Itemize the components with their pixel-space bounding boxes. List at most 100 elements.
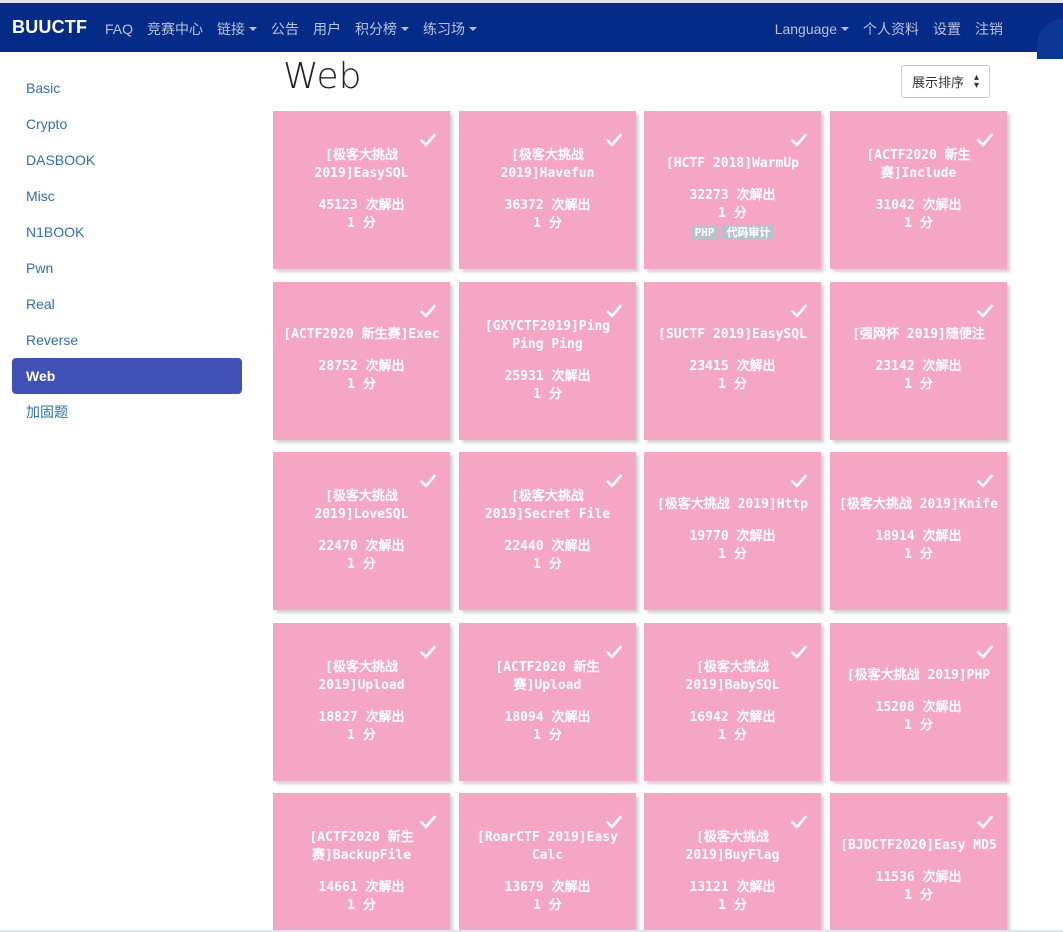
nav-item-label: 个人资料 — [863, 21, 919, 37]
challenge-solves: 22470 次解出 — [318, 539, 405, 554]
caret-down-icon — [249, 27, 258, 31]
nav-item-left-0[interactable]: FAQ — [105, 19, 133, 39]
nav-item-right-1[interactable]: 个人资料 — [863, 19, 919, 39]
solved-check-icon — [977, 304, 993, 318]
sidebar-item-misc[interactable]: Misc — [26, 188, 55, 204]
solved-check-icon — [977, 645, 993, 659]
challenge-points: 1 分 — [718, 728, 747, 743]
challenge-solves: 45123 次解出 — [318, 198, 405, 213]
sidebar-item-n1book[interactable]: N1BOOK — [26, 224, 85, 240]
challenge-card[interactable]: [极客大挑战 2019]Secret File 22440 次解出 1 分 — [459, 452, 636, 610]
nav-item-left-2[interactable]: 链接 — [217, 19, 258, 39]
solved-check-icon — [791, 474, 807, 488]
challenge-card-body: [SUCTF 2019]EasySQL 23415 次解出 1 分 — [652, 326, 813, 394]
challenge-tag: PHP — [690, 225, 719, 240]
sidebar-item-basic[interactable]: Basic — [26, 80, 61, 96]
challenge-card[interactable]: [极客大挑战 2019]BabySQL 16942 次解出 1 分 — [644, 623, 821, 781]
solved-check-icon — [977, 815, 993, 829]
challenge-card-body: [极客大挑战 2019]Upload 18827 次解出 1 分 — [281, 659, 442, 745]
nav-item-left-4[interactable]: 用户 — [313, 19, 341, 39]
challenge-card-body: [RoarCTF 2019]Easy Calc 13679 次解出 1 分 — [467, 829, 628, 915]
challenge-name: [ACTF2020 新生赛]Exec — [283, 327, 440, 342]
challenge-card-body: [ACTF2020 新生赛]Upload 18094 次解出 1 分 — [467, 659, 628, 745]
challenge-card[interactable]: [ACTF2020 新生赛]BackupFile 14661 次解出 1 分 — [273, 793, 450, 932]
nav-item-left-5[interactable]: 积分榜 — [355, 19, 410, 39]
challenge-card[interactable]: [极客大挑战 2019]Knife 18914 次解出 1 分 — [830, 452, 1007, 610]
nav-item-right-2[interactable]: 设置 — [933, 19, 961, 39]
challenge-solves: 18094 次解出 — [504, 710, 591, 725]
challenge-points: 1 分 — [533, 728, 562, 743]
challenge-solves: 31042 次解出 — [875, 198, 962, 213]
challenge-name: [ACTF2020 新生赛]BackupFile — [309, 830, 414, 863]
challenge-solves: 11536 次解出 — [875, 870, 962, 885]
solved-check-icon — [420, 815, 436, 829]
challenge-card[interactable]: [ACTF2020 新生赛]Upload 18094 次解出 1 分 — [459, 623, 636, 781]
brand-logo[interactable]: BUUCTF — [12, 17, 88, 37]
challenge-points: 1 分 — [347, 898, 376, 913]
nav-item-right-3[interactable]: 注销 — [975, 19, 1003, 39]
sidebar-item-crypto[interactable]: Crypto — [26, 116, 68, 132]
challenge-card[interactable]: [HCTF 2018]WarmUp 32273 次解出 1 分 PHP 代码审计 — [644, 111, 821, 269]
sidebar-item-web[interactable]: Web — [12, 358, 242, 394]
challenge-points: 1 分 — [347, 377, 376, 392]
nav-item-left-3[interactable]: 公告 — [271, 19, 299, 39]
challenge-name: [HCTF 2018]WarmUp — [665, 156, 800, 171]
nav-item-label: 竞赛中心 — [147, 21, 204, 37]
solved-check-icon — [606, 304, 622, 318]
challenge-name: [GXYCTF2019]Ping Ping Ping — [484, 319, 611, 352]
challenge-points: 1 分 — [718, 377, 747, 392]
challenge-card[interactable]: [ACTF2020 新生赛]Include 31042 次解出 1 分 — [830, 111, 1007, 269]
sidebar-item-加固题[interactable]: 加固题 — [26, 404, 68, 420]
challenge-card-body: [强网杯 2019]随便注 23142 次解出 1 分 — [838, 326, 999, 394]
nav-item-left-6[interactable]: 练习场 — [423, 19, 478, 39]
challenge-card-body: [BJDCTF2020]Easy MD5 11536 次解出 1 分 — [838, 837, 999, 905]
challenge-card[interactable]: [极客大挑战 2019]BuyFlag 13121 次解出 1 分 — [644, 793, 821, 932]
nav-item-right-0[interactable]: Language — [775, 19, 849, 39]
challenge-card[interactable]: [BJDCTF2020]Easy MD5 11536 次解出 1 分 — [830, 793, 1007, 932]
sidebar-item-dasbook[interactable]: DASBOOK — [26, 152, 96, 168]
challenge-solves: 32273 次解出 — [689, 188, 776, 203]
challenge-card[interactable]: [极客大挑战 2019]Havefun 36372 次解出 1 分 — [459, 111, 636, 269]
sort-select[interactable]: 展示排序 ▴ ▾ — [901, 65, 990, 98]
sidebar-item-pwn[interactable]: Pwn — [26, 260, 54, 276]
challenge-tags: PHP 代码审计 — [652, 225, 813, 240]
challenge-card[interactable]: [极客大挑战 2019]PHP 15208 次解出 1 分 — [830, 623, 1007, 781]
challenge-card[interactable]: [极客大挑战 2019]LoveSQL 22470 次解出 1 分 — [273, 452, 450, 610]
challenge-card-body: [极客大挑战 2019]BabySQL 16942 次解出 1 分 — [652, 659, 813, 745]
challenge-points: 1 分 — [904, 216, 933, 231]
challenge-name: [极客大挑战 2019]PHP — [846, 668, 991, 683]
top-navbar: BUUCTF FAQ 竞赛中心 链接 公告 用户 积分榜 练习场 Language 个人资料设… — [0, 0, 1063, 59]
challenge-card-body: [极客大挑战 2019]Http 19770 次解出 1 分 — [652, 496, 813, 564]
corner-decoration — [1037, 19, 1063, 59]
challenge-points: 1 分 — [533, 216, 562, 231]
challenge-card[interactable]: [RoarCTF 2019]Easy Calc 13679 次解出 1 分 — [459, 793, 636, 932]
nav-item-left-1[interactable]: 竞赛中心 — [147, 19, 203, 39]
challenge-name: [极客大挑战 2019]BabySQL — [685, 660, 780, 693]
solved-check-icon — [977, 133, 993, 147]
challenge-card-body: [ACTF2020 新生赛]Include 31042 次解出 1 分 — [838, 147, 999, 233]
challenge-points: 1 分 — [904, 377, 933, 392]
sidebar-item-reverse[interactable]: Reverse — [26, 332, 79, 348]
challenge-card[interactable]: [SUCTF 2019]EasySQL 23415 次解出 1 分 — [644, 282, 821, 440]
challenge-name: [BJDCTF2020]Easy MD5 — [840, 838, 997, 853]
bottom-strip — [0, 930, 1063, 932]
challenge-solves: 13679 次解出 — [504, 880, 591, 895]
challenge-card[interactable]: [极客大挑战 2019]Http 19770 次解出 1 分 — [644, 452, 821, 610]
nav-item-label: 积分榜 — [355, 21, 398, 37]
challenge-name: [极客大挑战 2019]Secret File — [484, 489, 611, 522]
category-sidebar: Basic Crypto DASBOOK Misc N1BOOK Pwn Real Rever… — [12, 70, 242, 430]
challenge-card-body: [极客大挑战 2019]Knife 18914 次解出 1 分 — [838, 496, 999, 564]
challenge-solves: 18914 次解出 — [875, 529, 962, 544]
nav-right: Language 个人资料 设置 注销 — [775, 19, 1003, 39]
challenge-card[interactable]: [极客大挑战 2019]EasySQL 45123 次解出 1 分 — [273, 111, 450, 269]
challenge-card[interactable]: [极客大挑战 2019]Upload 18827 次解出 1 分 — [273, 623, 450, 781]
challenge-card[interactable]: [强网杯 2019]随便注 23142 次解出 1 分 — [830, 282, 1007, 440]
challenge-name: [极客大挑战 2019]BuyFlag — [685, 830, 780, 863]
challenge-points: 1 分 — [533, 557, 562, 572]
challenge-card[interactable]: [GXYCTF2019]Ping Ping Ping 25931 次解出 1 分 — [459, 282, 636, 440]
challenge-card-body: [极客大挑战 2019]BuyFlag 13121 次解出 1 分 — [652, 829, 813, 915]
challenge-name: [极客大挑战 2019]LoveSQL — [314, 489, 409, 522]
challenge-solves: 13121 次解出 — [689, 880, 776, 895]
sidebar-item-real[interactable]: Real — [26, 296, 55, 312]
challenge-card[interactable]: [ACTF2020 新生赛]Exec 28752 次解出 1 分 — [273, 282, 450, 440]
